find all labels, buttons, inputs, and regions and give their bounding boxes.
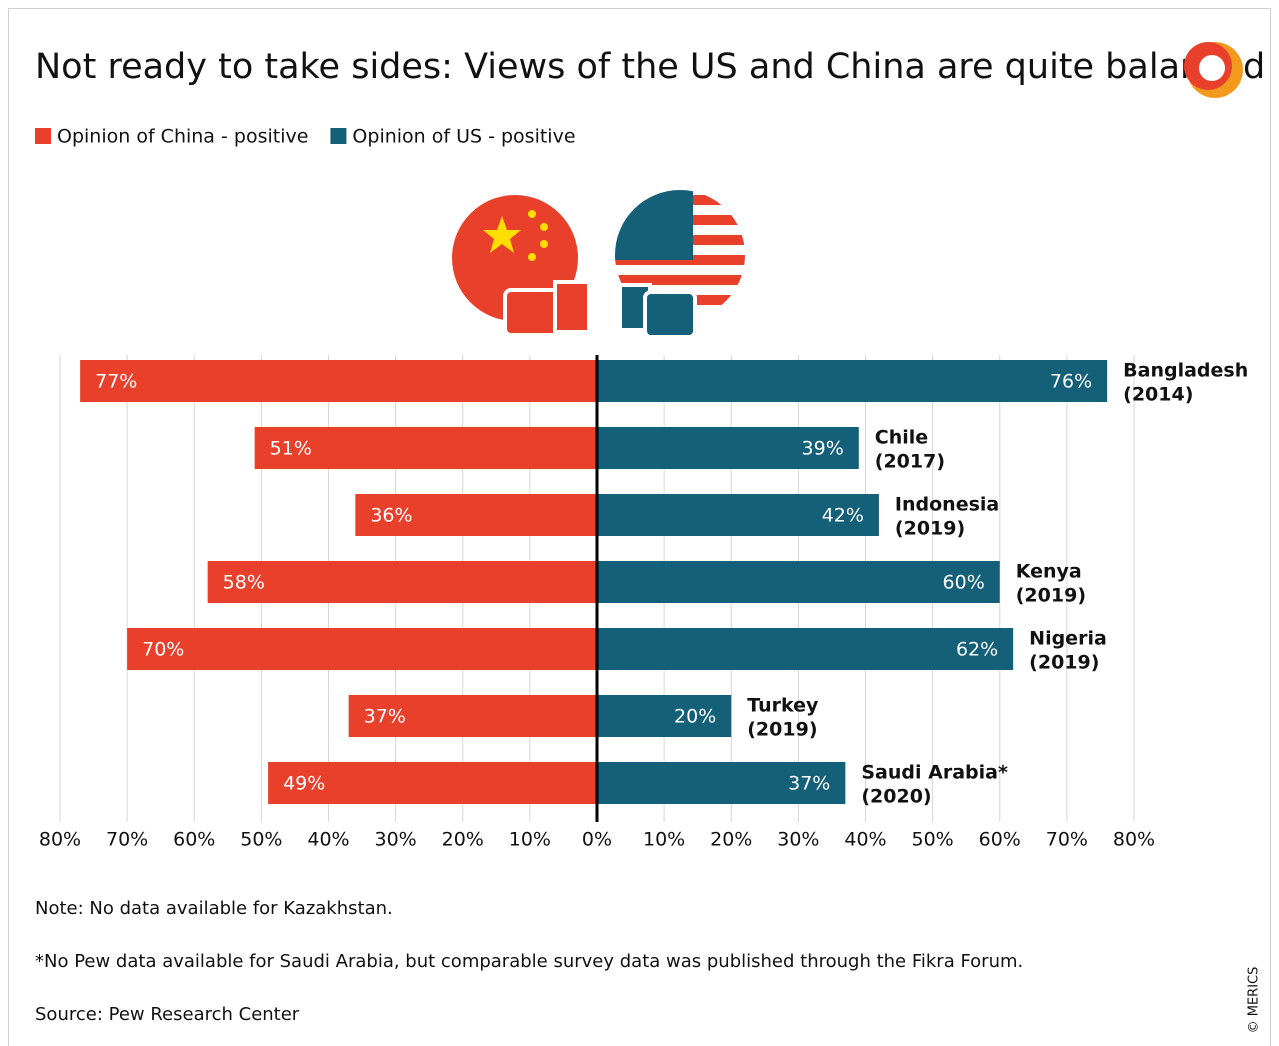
note: *No Pew data available for Saudi Arabia,… (35, 951, 1023, 972)
category-label: Bangladesh (1123, 360, 1248, 382)
value-label: 58% (223, 572, 265, 594)
bar (597, 360, 1108, 402)
chart-title: Not ready to take sides: Views of the US… (35, 47, 1265, 87)
bar (80, 360, 597, 402)
value-label: 37% (364, 706, 406, 728)
x-tick-label: 10% (509, 829, 551, 851)
value-label: 42% (822, 505, 864, 527)
bar (207, 561, 598, 603)
value-label: 20% (674, 706, 716, 728)
x-tick-label: 80% (1113, 829, 1155, 851)
x-tick-label: 60% (173, 829, 215, 851)
x-tick-label: 70% (1046, 829, 1088, 851)
value-label: 39% (802, 438, 844, 460)
category-year: (2017) (875, 451, 945, 473)
x-tick-label: 70% (106, 829, 148, 851)
x-tick-label: 20% (710, 829, 752, 851)
x-tick-label: 40% (844, 829, 886, 851)
logo (1184, 42, 1243, 98)
legend-label: Opinion of US - positive (352, 126, 575, 148)
category-year: (2019) (1029, 652, 1099, 674)
category-label: Indonesia (895, 494, 999, 516)
bar (597, 762, 846, 804)
value-label: 37% (788, 773, 830, 795)
value-label: 36% (370, 505, 412, 527)
bar (127, 628, 597, 670)
bar (597, 561, 1000, 603)
x-tick-label: 20% (442, 829, 484, 851)
frame (8, 8, 1271, 1046)
credit: © MERICS (1247, 967, 1262, 1034)
value-label: 49% (283, 773, 325, 795)
bar (348, 695, 597, 737)
bar (254, 427, 597, 469)
x-tick-label: 10% (643, 829, 685, 851)
x-tick-label: 30% (777, 829, 819, 851)
category-year: (2019) (1016, 585, 1086, 607)
legend-label: Opinion of China - positive (57, 126, 308, 148)
category-year: (2019) (895, 518, 965, 540)
x-tick-label: 30% (375, 829, 417, 851)
value-label: 76% (1050, 371, 1092, 393)
category-label: Turkey (747, 695, 819, 717)
value-label: 62% (956, 639, 998, 661)
note: Source: Pew Research Center (35, 1004, 300, 1025)
bar (597, 494, 879, 536)
value-label: 70% (142, 639, 184, 661)
x-tick-label: 50% (912, 829, 954, 851)
note: Note: No data available for Kazakhstan. (35, 898, 393, 919)
x-tick-label: 50% (240, 829, 282, 851)
x-tick-label: 60% (979, 829, 1021, 851)
us-illustration (615, 190, 745, 339)
bar (268, 762, 597, 804)
x-tick-label: 40% (307, 829, 349, 851)
value-label: 77% (95, 371, 137, 393)
value-label: 51% (270, 438, 312, 460)
bar (355, 494, 597, 536)
bar (597, 628, 1014, 670)
x-tick-label: 80% (39, 829, 81, 851)
category-label: Kenya (1016, 561, 1082, 583)
value-label: 60% (943, 572, 985, 594)
legend-swatch (330, 128, 347, 144)
category-label: Saudi Arabia* (861, 762, 1008, 784)
category-label: Chile (875, 427, 928, 449)
category-label: Nigeria (1029, 628, 1107, 650)
category-year: (2020) (861, 786, 931, 808)
china-illustration (452, 195, 591, 337)
category-year: (2019) (747, 719, 817, 741)
bar (597, 695, 732, 737)
bar (597, 427, 859, 469)
category-year: (2014) (1123, 384, 1193, 406)
legend-swatch (35, 128, 51, 144)
x-tick-label: 0% (582, 829, 612, 851)
